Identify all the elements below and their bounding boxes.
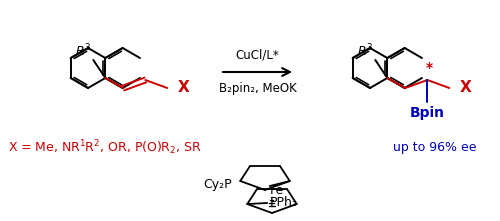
Text: X: X	[178, 80, 189, 95]
Text: X: X	[460, 80, 471, 95]
Text: up to 96% ee: up to 96% ee	[393, 141, 477, 154]
Text: X = Me, NR$^1$R$^2$, OR, P(O)R$_2$, SR: X = Me, NR$^1$R$^2$, OR, P(O)R$_2$, SR	[8, 139, 202, 157]
Text: Cy₂P: Cy₂P	[203, 177, 232, 191]
Text: B₂pin₂, MeOK: B₂pin₂, MeOK	[218, 82, 296, 95]
Text: CuCl/L*: CuCl/L*	[236, 49, 280, 62]
Text: $\mathit{R}^3$: $\mathit{R}^3$	[357, 42, 374, 59]
Text: Fe: Fe	[270, 183, 284, 196]
Text: *: *	[426, 61, 433, 75]
Text: PPh₂: PPh₂	[270, 196, 297, 209]
Text: Bpin: Bpin	[410, 106, 445, 120]
Text: $\mathit{R}^3$: $\mathit{R}^3$	[75, 42, 92, 59]
